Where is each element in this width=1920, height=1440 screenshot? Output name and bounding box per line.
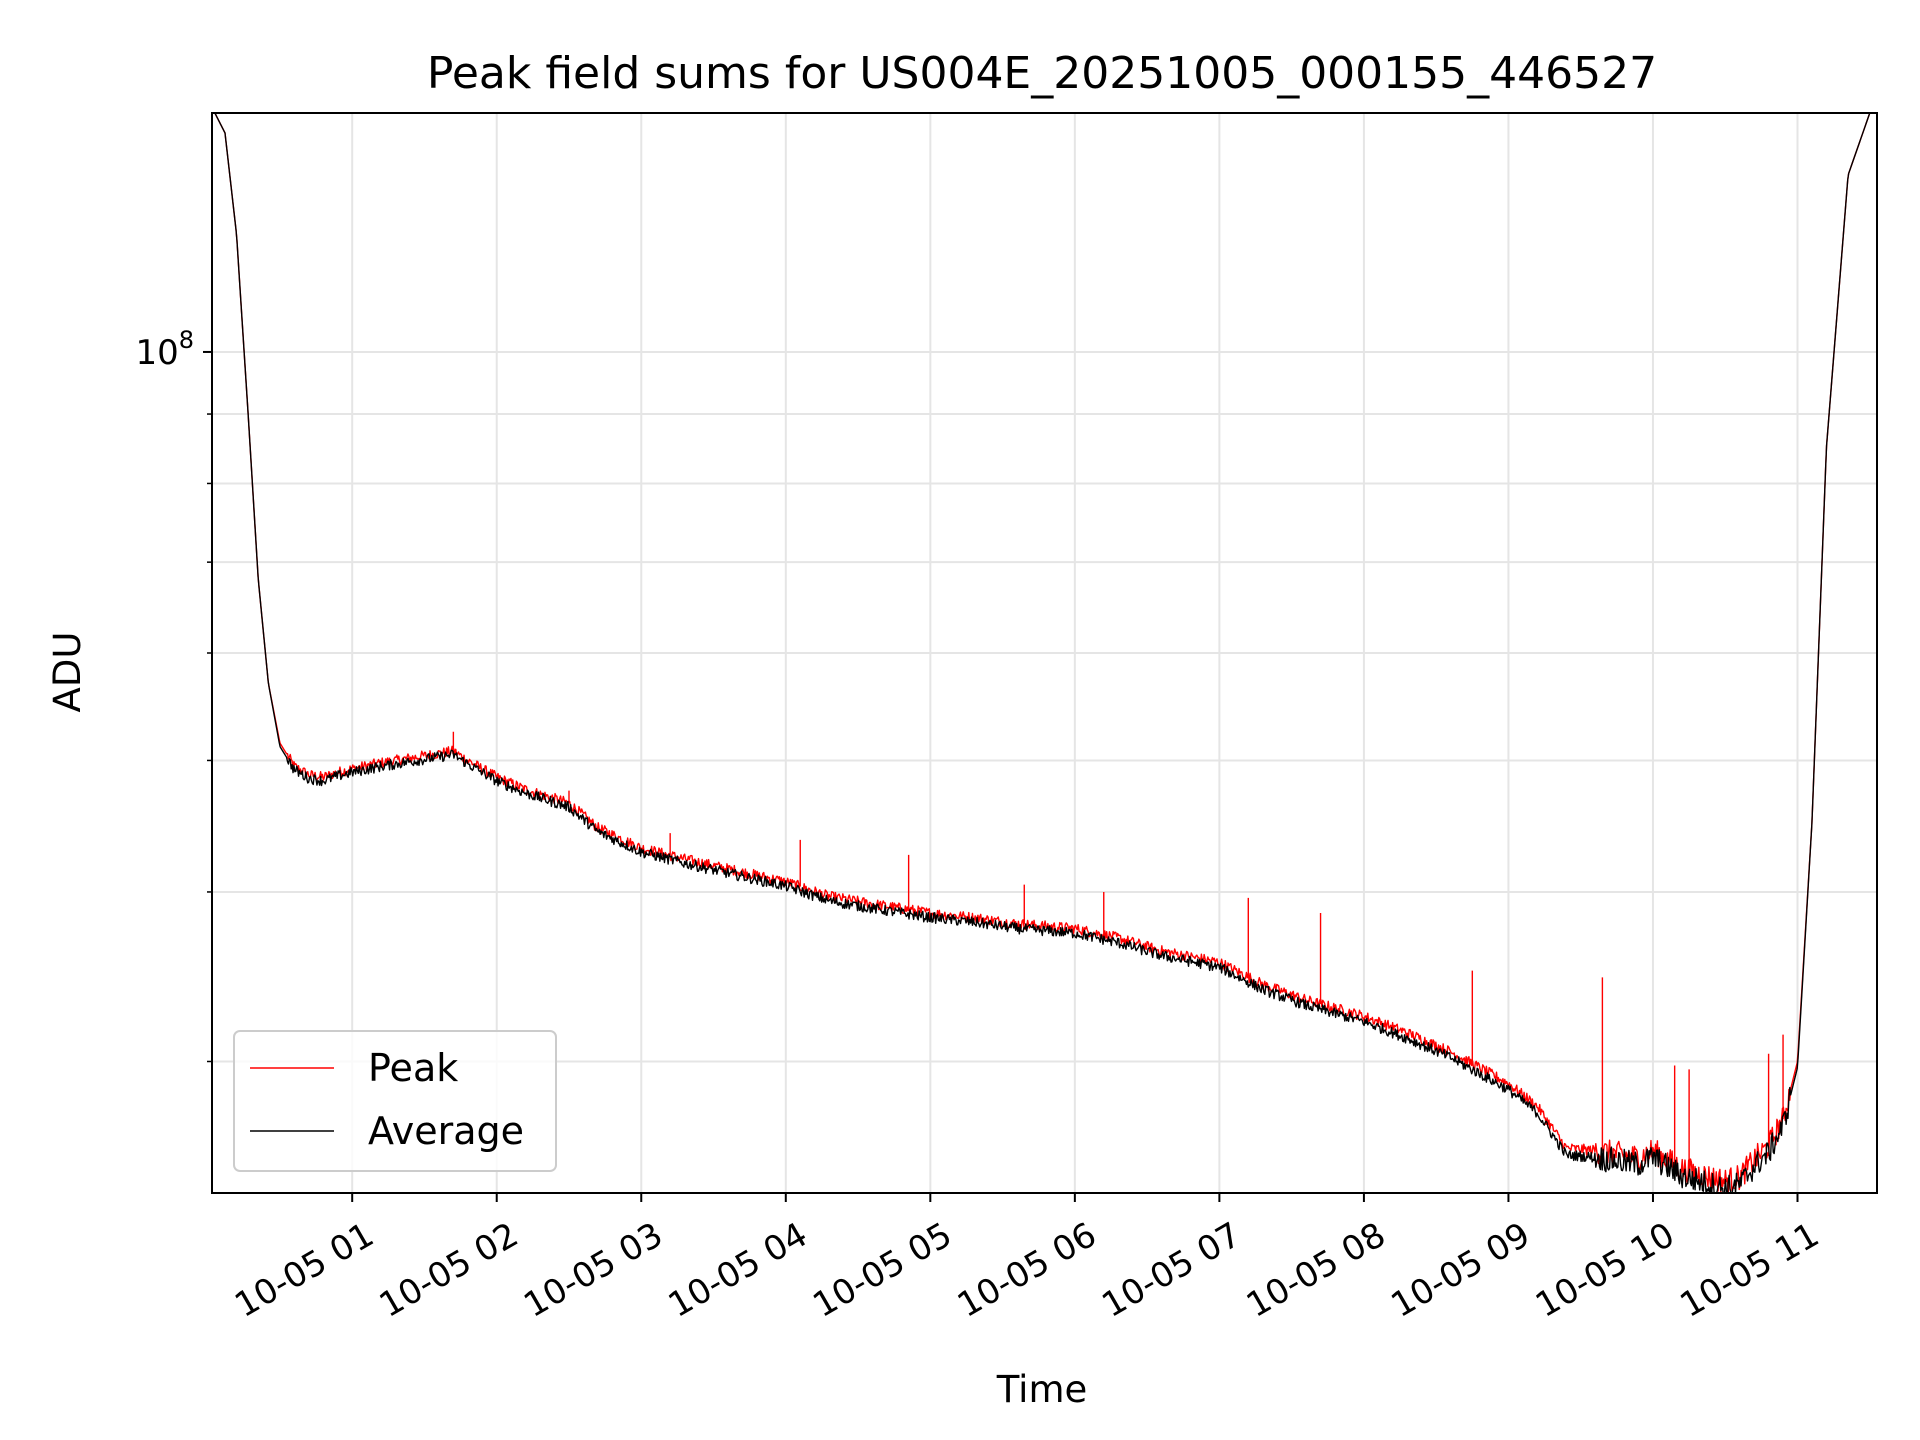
series-average-line bbox=[214, 113, 1871, 1193]
legend-frame bbox=[233, 1030, 557, 1172]
y-axis-label: ADU bbox=[46, 632, 89, 713]
chart-title: Peak field sums for US004E_20251005_0001… bbox=[427, 48, 1657, 99]
series-peak-line bbox=[214, 113, 1871, 1193]
series-lines bbox=[214, 113, 1871, 1193]
legend: Peak Average bbox=[233, 1030, 557, 1172]
x-axis-label: Time bbox=[996, 1368, 1088, 1411]
y-axis: 108 bbox=[135, 326, 212, 1063]
legend-average-label: Average bbox=[368, 1109, 524, 1153]
y-tick-label: 108 bbox=[135, 326, 194, 373]
legend-peak-label: Peak bbox=[368, 1046, 458, 1090]
